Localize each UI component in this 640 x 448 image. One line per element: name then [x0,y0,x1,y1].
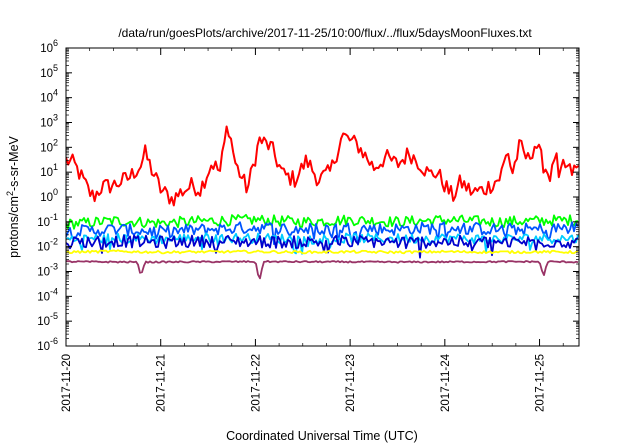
y-tick-label: 10-6 [37,336,58,353]
series-line-2 [66,213,579,230]
y-axis-label-sup: 2 [5,191,15,196]
plot-series-group [66,125,579,280]
x-axis: 2017-11-20 2017-11-21 2017-11-22 2017-11-23… [61,48,564,412]
y-tick-label: 105 [40,63,58,80]
x-tick-label: 2017-11-22 [250,354,262,412]
y-tick-label: 10-3 [37,262,58,279]
y-tick-label: 106 [40,38,58,55]
x-tick-label: 2017-11-23 [345,354,357,412]
y-tick-label: 103 [40,113,58,130]
y-tick-label: 10-5 [37,311,58,328]
y-axis-label-prefix: protons/cm [7,196,21,258]
x-tick-label: 2017-11-25 [535,354,547,412]
y-axis-label-suffix: -s-sr-MeV [7,135,21,191]
chart-title: /data/run/goesPlots/archive/2017-11-25/1… [118,26,532,40]
y-axis-label: protons/cm2-s-sr-MeV [5,135,21,257]
series-line-3 [66,221,579,246]
series-line-1 [66,125,579,207]
y-tick-label: 101 [40,162,58,179]
series-layer [66,125,579,280]
x-tick-label: 2017-11-24 [440,353,452,412]
y-tick-label: 104 [40,88,58,105]
y-tick-label: 10-4 [37,286,58,303]
y-axis: 10-6 10-5 10-4 10-3 10-2 10-1 100 101 102 103 104 1… [37,38,579,353]
x-tick-label: 2017-11-20 [61,354,73,412]
y-tick-label: 10-2 [37,237,58,254]
plot-frame [65,47,580,347]
series-line-5 [66,234,579,259]
y-tick-label: 100 [40,187,58,204]
x-axis-label: Coordinated Universal Time (UTC) [226,429,418,443]
y-tick-label: 10-1 [37,212,58,229]
y-tick-label: 102 [40,137,58,154]
series-line-6 [66,249,579,255]
series-line-7 [66,260,579,280]
x-tick-label: 2017-11-21 [156,354,168,412]
